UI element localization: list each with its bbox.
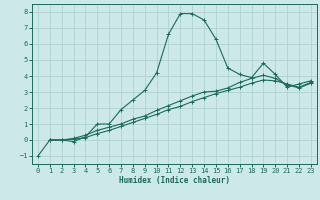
X-axis label: Humidex (Indice chaleur): Humidex (Indice chaleur) [119, 176, 230, 185]
